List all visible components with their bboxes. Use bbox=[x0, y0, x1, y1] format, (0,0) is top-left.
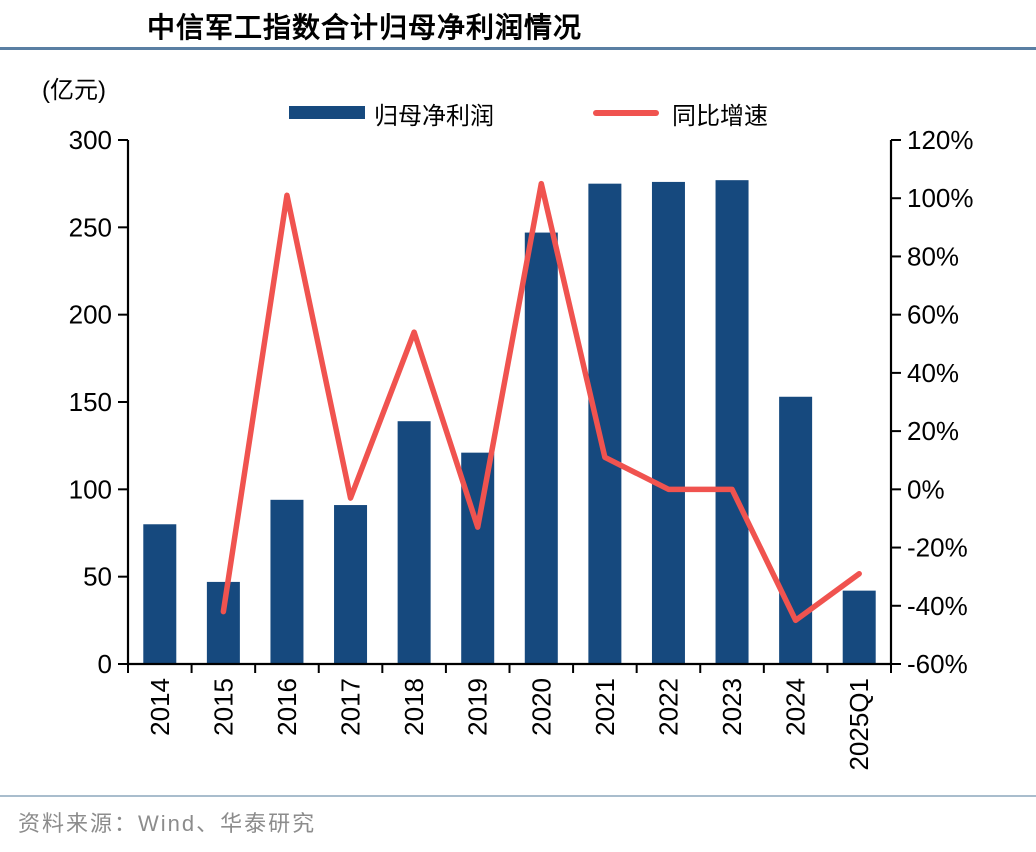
x-axis-category-label: 2020 bbox=[526, 678, 556, 736]
right-axis-tick-label: 120% bbox=[907, 125, 974, 155]
x-axis-category-label: 2015 bbox=[208, 678, 238, 736]
right-axis-tick-label: 0% bbox=[907, 474, 945, 504]
x-axis-category-label: 2014 bbox=[145, 678, 175, 736]
x-axis-category-label: 2016 bbox=[272, 678, 302, 736]
bar-2023 bbox=[715, 180, 749, 664]
x-axis-category-label: 2024 bbox=[781, 678, 811, 736]
bar-2020 bbox=[524, 232, 558, 664]
left-axis-tick-label: 300 bbox=[69, 125, 112, 155]
right-axis-tick-label: 80% bbox=[907, 241, 959, 271]
x-axis-category-label: 2021 bbox=[590, 678, 620, 736]
source-note: 资料来源：Wind、华泰研究 bbox=[18, 811, 317, 836]
bar-2022 bbox=[651, 181, 685, 665]
right-axis-tick-label: -40% bbox=[907, 591, 968, 621]
bar-2016 bbox=[270, 499, 304, 664]
line-legend-label: 同比增速 bbox=[672, 103, 768, 130]
left-axis-tick-label: 250 bbox=[69, 212, 112, 242]
title-divider bbox=[0, 47, 1036, 50]
growth-line-series bbox=[220, 180, 862, 624]
right-axis-tick-label: -20% bbox=[907, 533, 968, 563]
line-legend-swatch-icon bbox=[593, 110, 659, 116]
bar-legend-label: 归母净利润 bbox=[374, 103, 494, 130]
right-axis-tick-label: 100% bbox=[907, 183, 974, 213]
x-axis-category-label: 2018 bbox=[399, 678, 429, 736]
right-axis-tick-label: 20% bbox=[907, 416, 959, 446]
x-axis-category-label: 2019 bbox=[463, 678, 493, 736]
page-title: 中信军工指数合计归母净利润情况 bbox=[147, 13, 583, 44]
left-axis-tick-label: 100 bbox=[69, 474, 112, 504]
bars-series bbox=[143, 180, 876, 665]
bar-2021 bbox=[588, 183, 622, 664]
bar-2024 bbox=[779, 396, 813, 664]
bar-2025Q1 bbox=[842, 590, 876, 664]
left-axis-unit-label: (亿元) bbox=[42, 77, 106, 104]
right-axis-tick-label: -60% bbox=[907, 649, 968, 679]
left-axis-tick-label: 0 bbox=[98, 649, 112, 679]
right-axis-tick-label: 60% bbox=[907, 300, 959, 330]
bar-legend-swatch-icon bbox=[289, 106, 365, 119]
x-axis-category-label: 2017 bbox=[336, 678, 366, 736]
left-axis-tick-label: 150 bbox=[69, 387, 112, 417]
bar-2014 bbox=[143, 524, 177, 664]
footer-divider bbox=[0, 795, 1036, 797]
bar-2018 bbox=[397, 421, 431, 664]
left-axis-tick-label: 200 bbox=[69, 300, 112, 330]
x-axis-category-label: 2025Q1 bbox=[844, 678, 874, 771]
x-axis-category-label: 2023 bbox=[717, 678, 747, 736]
right-axis-tick-label: 40% bbox=[907, 358, 959, 388]
left-axis-tick-label: 50 bbox=[83, 562, 112, 592]
bar-2017 bbox=[334, 505, 368, 664]
x-axis-category-label: 2022 bbox=[653, 678, 683, 736]
